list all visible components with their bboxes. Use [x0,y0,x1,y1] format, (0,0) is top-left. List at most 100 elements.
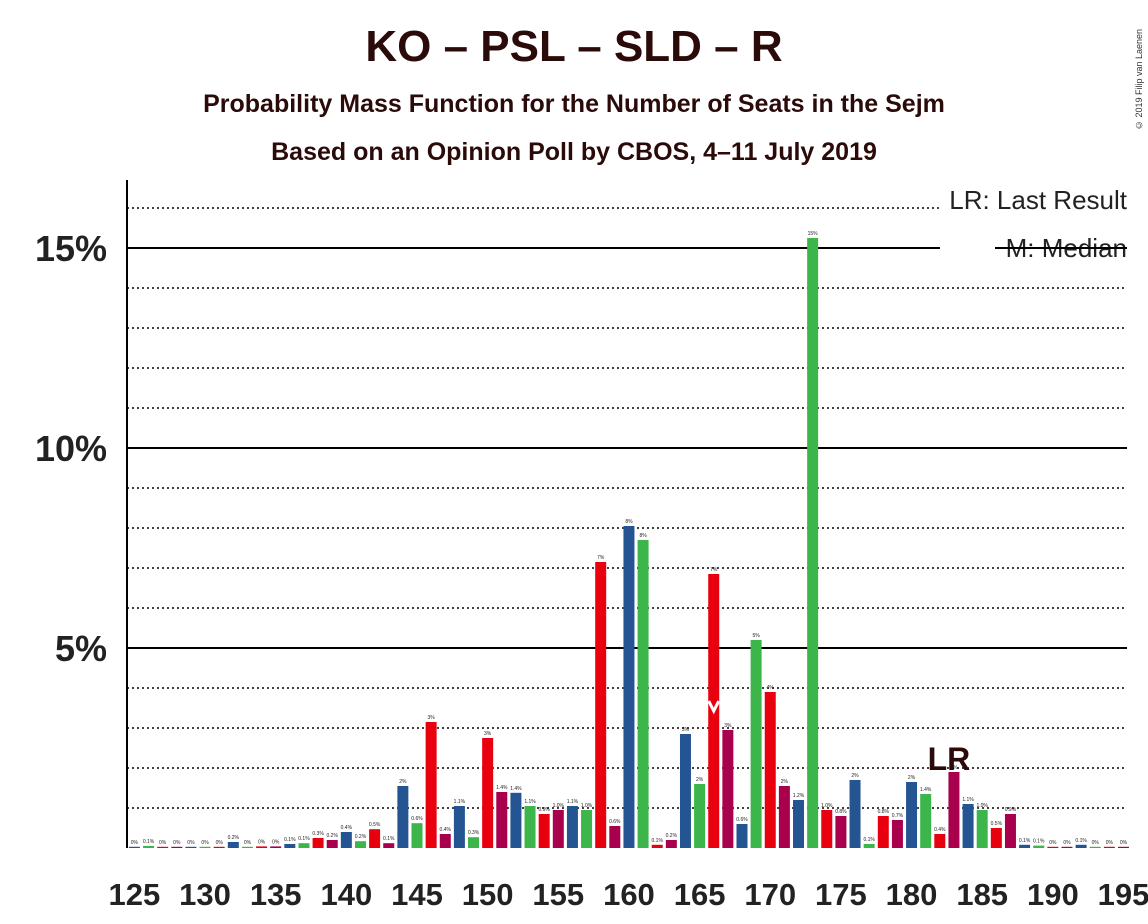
data-label-132: 0.2% [228,835,240,841]
bar-185 [976,810,988,848]
bar-183 [948,772,960,848]
bar-178 [877,816,889,848]
data-label-147: 0.4% [440,827,452,833]
data-label-142: 0.5% [369,822,381,828]
bar-145 [411,823,423,848]
bar-139 [326,840,338,848]
bar-171 [778,786,790,848]
bar-179 [891,820,903,848]
bar-187 [1004,814,1016,848]
x-tick-label: 150 [462,877,514,912]
bar-150 [482,738,494,848]
chart-subtitle: Probability Mass Function for the Number… [203,90,945,118]
x-tick-label: 170 [744,877,796,912]
bar-156 [566,806,578,848]
data-label-125: 0% [131,840,139,846]
bar-152 [510,792,522,848]
bar-172 [793,800,805,848]
data-label-145: 0.6% [411,816,423,822]
data-label-183: 2% [950,765,958,771]
bar-161 [637,540,649,848]
data-label-171: 2% [781,779,789,785]
data-label-146: 3% [428,715,436,721]
x-tick-label: 140 [320,877,372,912]
x-tick-label: 175 [815,877,867,912]
data-label-141: 0.2% [355,834,367,840]
bar-162 [651,844,663,848]
bar-157 [581,810,593,848]
data-label-140: 0.4% [341,825,353,831]
bar-177 [863,844,875,848]
bar-181 [920,794,932,848]
data-label-178: 0.8% [878,809,890,815]
data-label-130: 0% [201,840,209,846]
bar-182 [934,834,946,848]
bar-194 [1103,846,1115,848]
data-label-155: 1.0% [553,803,565,809]
bar-146 [425,722,437,848]
data-label-194: 0% [1106,840,1114,846]
data-label-169: 5% [753,633,761,639]
data-label-162: 0.1% [652,838,664,844]
data-label-166: 7% [710,567,718,573]
data-label-165: 2% [696,777,704,783]
bar-140 [340,832,352,848]
bar-137 [298,843,310,848]
data-label-159: 0.6% [609,819,621,825]
data-label-180: 2% [908,775,916,781]
bar-131 [213,846,225,848]
data-label-193: 0% [1092,840,1100,846]
x-axis-ticks: 125 130 135 140 145 150 155 160 165 170 175 180 185 1… [109,877,1148,912]
bar-192 [1075,844,1087,848]
data-label-191: 0% [1063,840,1071,846]
bar-144 [397,786,409,848]
data-label-182: 0.4% [934,827,946,833]
data-label-177: 0.1% [863,837,875,843]
markers-group: LR [707,700,970,777]
bar-138 [312,838,324,848]
data-label-144: 2% [399,779,407,785]
data-label-138: 0.3% [312,831,324,837]
data-label-176: 2% [851,773,859,779]
bar-188 [1019,844,1031,848]
bar-175 [835,816,847,848]
x-tick-label: 180 [886,877,938,912]
data-label-158: 7% [597,555,605,561]
data-label-186: 0.5% [991,821,1003,827]
bar-169 [750,640,762,848]
x-tick-label: 165 [674,877,726,912]
legend-last-result: LR: Last Result [949,185,1128,215]
bar-125 [128,846,140,848]
data-label-128: 0% [173,840,181,846]
bar-126 [143,846,155,848]
data-label-185: 1.0% [976,803,988,809]
bar-153 [524,806,536,848]
bar-149 [468,837,480,848]
data-label-167: 3% [724,723,732,729]
data-label-129: 0% [187,840,195,846]
bar-190 [1047,846,1059,848]
data-label-143: 0.1% [383,836,395,842]
bar-180 [906,782,918,848]
data-label-195: 0% [1120,840,1128,846]
data-label-168: 0.6% [736,817,748,823]
bar-186 [990,828,1002,848]
data-label-184: 1.1% [962,797,974,803]
y-tick-label: 10% [35,428,107,469]
bar-195 [1118,846,1129,848]
data-label-189: 0.1% [1033,839,1045,845]
bar-193 [1089,846,1101,848]
x-tick-label: 135 [250,877,302,912]
chart-title: KO – PSL – SLD – R [365,22,783,71]
bar-191 [1061,846,1073,848]
data-label-175: 0.8% [835,809,847,815]
x-tick-label: 195 [1098,877,1148,912]
bar-154 [538,814,550,848]
bar-165 [694,784,706,848]
data-label-150: 3% [484,731,492,737]
data-label-152: 1.4% [510,786,522,792]
bar-135 [270,846,282,848]
bar-155 [552,810,564,848]
data-labels-group: 0% 0.1% 0% 0% 0% 0% 0%0.2%0% 0% 0% 0.1% 0.1%0.3% 0.… [131,231,1128,846]
